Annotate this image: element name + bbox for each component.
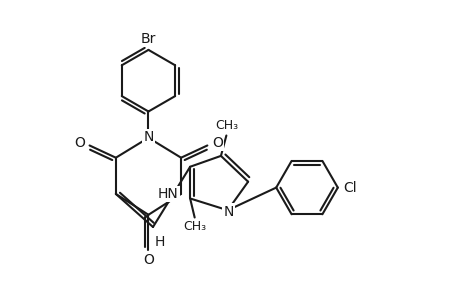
Text: H: H: [154, 235, 165, 248]
Text: HN: HN: [158, 187, 179, 201]
Text: N: N: [223, 205, 233, 219]
Text: Br: Br: [140, 32, 156, 46]
Text: Cl: Cl: [343, 181, 357, 195]
Text: O: O: [143, 253, 154, 267]
Text: N: N: [143, 130, 153, 144]
Text: CH₃: CH₃: [183, 220, 206, 233]
Text: O: O: [212, 136, 222, 150]
Text: O: O: [74, 136, 85, 150]
Text: CH₃: CH₃: [214, 119, 237, 132]
